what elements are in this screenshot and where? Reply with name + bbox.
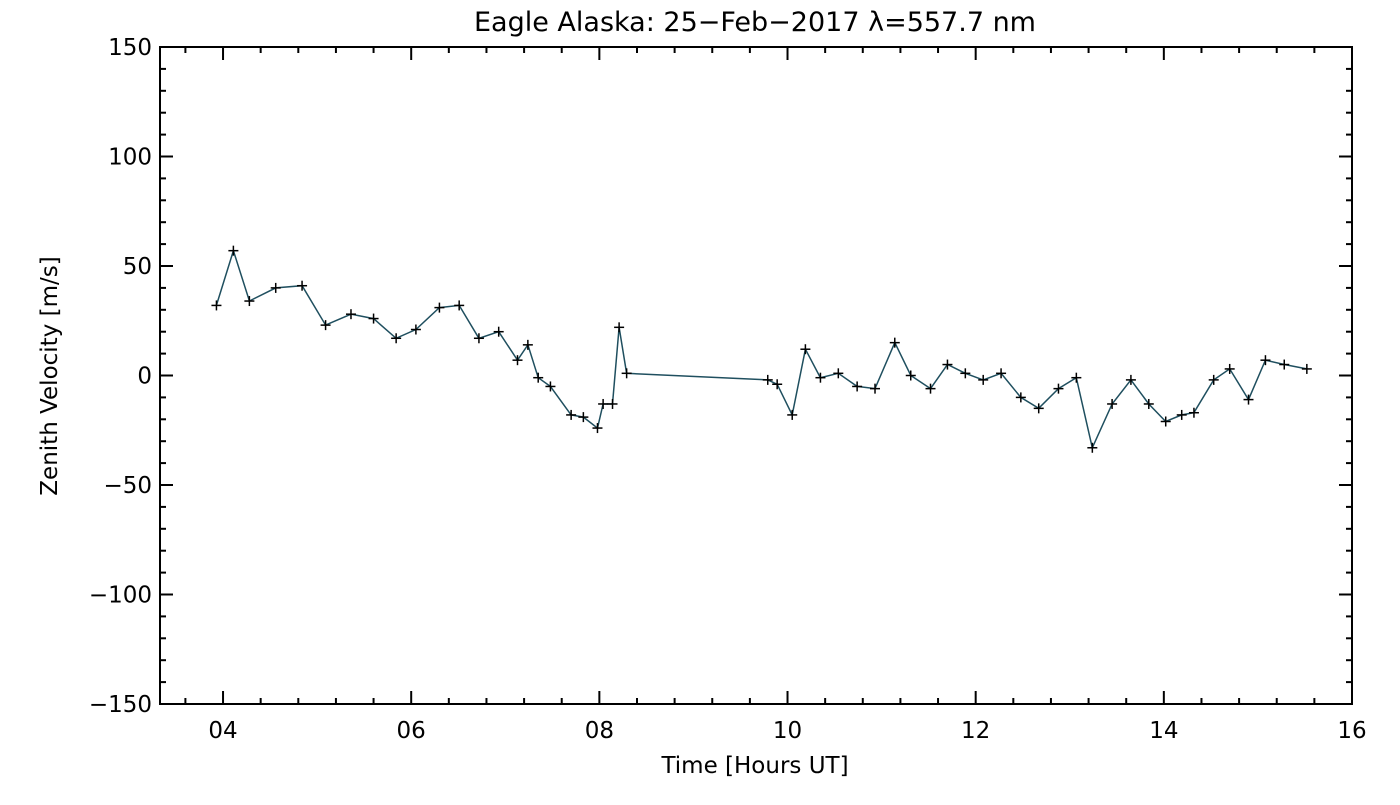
data-point bbox=[1176, 409, 1187, 420]
data-point bbox=[870, 383, 881, 394]
data-point bbox=[228, 245, 239, 256]
x-tick-label: 14 bbox=[1149, 718, 1178, 744]
y-tick-label: 0 bbox=[137, 364, 152, 390]
data-point bbox=[592, 423, 603, 434]
data-point bbox=[889, 337, 900, 348]
data-point bbox=[762, 374, 773, 385]
y-tick-label: −150 bbox=[89, 692, 152, 718]
data-point bbox=[522, 339, 533, 350]
data-point bbox=[1188, 407, 1199, 418]
data-point bbox=[391, 333, 402, 344]
data-point bbox=[1243, 394, 1254, 405]
y-tick-label: 50 bbox=[123, 254, 152, 280]
data-point bbox=[1107, 398, 1118, 409]
plot-frame bbox=[159, 46, 1353, 705]
data-point bbox=[996, 368, 1007, 379]
data-point bbox=[1143, 398, 1154, 409]
data-point bbox=[1053, 383, 1064, 394]
y-axis-label: Zenith Velocity [m/s] bbox=[37, 256, 63, 495]
axis-ticks: 04 06 08 10 12 14 16 150 100 50 0 −50 −100 −150 bbox=[89, 35, 1367, 744]
data-point bbox=[598, 398, 609, 409]
data-point bbox=[533, 372, 544, 383]
data-point bbox=[512, 355, 523, 366]
data-point bbox=[1071, 372, 1082, 383]
data-point bbox=[925, 383, 936, 394]
data-point bbox=[1279, 359, 1290, 370]
x-tick-label: 12 bbox=[961, 718, 990, 744]
data-point bbox=[978, 374, 989, 385]
data-series bbox=[211, 245, 1312, 453]
x-tick-label: 06 bbox=[397, 718, 426, 744]
y-tick-label: 150 bbox=[108, 35, 152, 61]
x-tick-label: 10 bbox=[773, 718, 802, 744]
data-point bbox=[787, 409, 798, 420]
x-tick-label: 04 bbox=[208, 718, 237, 744]
data-point bbox=[833, 368, 844, 379]
data-point bbox=[211, 300, 222, 311]
data-point bbox=[815, 372, 826, 383]
x-tick-label: 16 bbox=[1337, 718, 1366, 744]
data-point bbox=[960, 368, 971, 379]
data-point bbox=[1208, 374, 1219, 385]
x-axis-label: Time [Hours UT] bbox=[660, 753, 848, 779]
y-tick-label: −100 bbox=[89, 583, 152, 609]
data-point bbox=[410, 324, 421, 335]
data-point bbox=[270, 282, 281, 293]
data-point bbox=[614, 322, 625, 333]
data-point bbox=[1224, 363, 1235, 374]
chart-title: Eagle Alaska: 25−Feb−2017 λ=557.7 nm bbox=[474, 7, 1036, 38]
data-point bbox=[297, 280, 308, 291]
data-point bbox=[1015, 392, 1026, 403]
data-point bbox=[434, 302, 445, 313]
data-point bbox=[345, 309, 356, 320]
x-tick-label: 08 bbox=[585, 718, 614, 744]
data-point bbox=[1125, 374, 1136, 385]
data-point bbox=[1160, 416, 1171, 427]
data-point bbox=[1301, 363, 1312, 374]
series-line bbox=[215, 248, 1307, 451]
data-point bbox=[493, 326, 504, 337]
data-point bbox=[368, 313, 379, 324]
data-point bbox=[1087, 442, 1098, 453]
y-tick-label: −50 bbox=[103, 473, 152, 499]
data-point bbox=[545, 381, 556, 392]
data-point bbox=[942, 359, 953, 370]
data-point bbox=[621, 368, 632, 379]
data-point bbox=[578, 412, 589, 423]
data-point bbox=[1260, 355, 1271, 366]
data-point bbox=[454, 300, 465, 311]
data-point bbox=[1033, 403, 1044, 414]
y-tick-label: 100 bbox=[108, 145, 152, 171]
data-point bbox=[607, 398, 618, 409]
data-point bbox=[473, 333, 484, 344]
data-point bbox=[566, 409, 577, 420]
data-point bbox=[320, 320, 331, 331]
data-point bbox=[772, 379, 783, 390]
data-point bbox=[905, 370, 916, 381]
data-point bbox=[852, 381, 863, 392]
data-point bbox=[244, 296, 255, 307]
data-point bbox=[800, 344, 811, 355]
